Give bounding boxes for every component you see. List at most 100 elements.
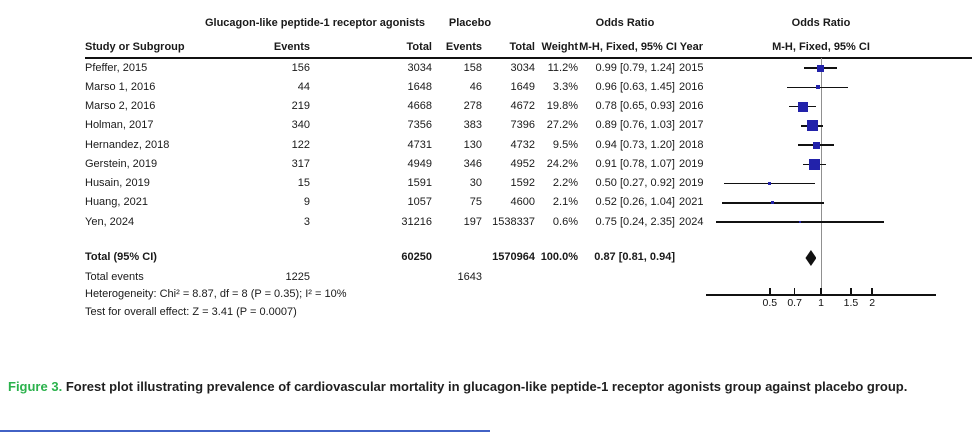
overall-effect-note: Test for overall effect: Z = 3.41 (P = 0… (85, 306, 297, 318)
table-cell-weight: 3.3% (552, 80, 578, 93)
table-cell-total_t: 1591 (407, 177, 432, 189)
table-cell-events_t: 3 (303, 215, 310, 228)
axis-tick-label: 0.5 (762, 297, 778, 309)
group-header-row: Glucagon-like peptide-1 receptor agonist… (0, 16, 974, 31)
plot-title: Odds Ratio (791, 17, 851, 29)
header-rule (85, 57, 972, 59)
table-cell-weight: 27.2% (546, 119, 578, 132)
odds-ratio-column-header: Odds Ratio (595, 17, 655, 29)
table-cell-weight: 2.2% (552, 177, 578, 189)
table-cell-or_label: 0.99 [0.79, 1.24] (595, 61, 675, 74)
table-cell-year: 2019 (679, 157, 704, 170)
table-cell-weight: 9.5% (552, 138, 578, 151)
table-cell-events_c: 130 (463, 138, 482, 151)
table-cell-weight: 0.6% (552, 215, 578, 228)
table-cell-events_c: 158 (463, 61, 482, 74)
table-cell-weight: 24.2% (546, 157, 578, 170)
axis-tick-label: 1 (818, 297, 824, 309)
table-cell-total_t: 7356 (407, 119, 432, 132)
table-cell-total_t: 4949 (407, 157, 432, 170)
column-header-row: Study or Subgroup Events Total Events To… (0, 40, 974, 55)
axis-tick (850, 288, 852, 294)
effect-square (816, 64, 824, 72)
figure-caption: Figure 3. Forest plot illustrating preva… (8, 370, 966, 403)
x-axis-line (706, 294, 936, 296)
or-ci-year-header: M-H, Fixed, 95% CI Year (579, 41, 703, 53)
table-cell-name: Huang, 2021 (85, 196, 148, 209)
bottom-rule (0, 430, 490, 432)
study-row: Yen, 2024 3 31216 197 1538337 0.6% 0.75 [0.24,… (0, 215, 974, 230)
study-column-header: Study or Subgroup (85, 41, 185, 53)
table-cell-events_c: 346 (463, 157, 482, 170)
table-cell-or_label: 0.50 [0.27, 0.92] (595, 177, 675, 189)
null-effect-line (820, 58, 822, 295)
table-cell-events_t: 219 (291, 100, 310, 112)
table-cell-name: Marso 1, 2016 (85, 80, 156, 93)
effect-square (808, 158, 820, 170)
plot-subtitle: M-H, Fixed, 95% CI (772, 41, 870, 53)
treatment-group-header: Glucagon-like peptide-1 receptor agonist… (204, 17, 426, 29)
table-cell-year: 2024 (679, 215, 704, 228)
table-cell-events_t: 317 (291, 157, 310, 170)
table-cell-events_c: 75 (469, 196, 482, 209)
table-cell-year: 2021 (679, 196, 704, 209)
table-cell-total_t: 3034 (407, 61, 432, 74)
table-cell-total_t: 4731 (407, 138, 432, 151)
table-cell-total_t: 1057 (407, 196, 432, 209)
axis-tick-label: 2 (869, 297, 876, 309)
table-cell-events_t: 340 (291, 119, 310, 132)
table-cell-or_label: 0.89 [0.76, 1.03] (595, 119, 675, 132)
table-cell-name: Husain, 2019 (85, 177, 150, 189)
table-cell-name: Marso 2, 2016 (85, 100, 156, 112)
study-row: Pfeffer, 2015 156 3034 158 3034 11.2% 0.99 [0.… (0, 61, 974, 76)
effect-square (771, 201, 775, 205)
table-cell-year: 2018 (679, 138, 704, 151)
table-cell-or_label: 0.78 [0.65, 0.93] (595, 100, 675, 112)
table-cell-total_c: 3034 (510, 61, 535, 74)
pooled-diamond (805, 250, 817, 266)
table-cell-events_c: 383 (463, 119, 482, 132)
table-cell-total_c: 7396 (510, 119, 535, 132)
study-row: Gerstein, 2019 317 4949 346 4952 24.2% 0.91 [0… (0, 157, 974, 172)
events-control-header: Events (445, 41, 482, 53)
table-cell-weight: 19.8% (546, 100, 578, 112)
effect-square (798, 221, 801, 223)
table-cell-events_t: 9 (303, 196, 310, 209)
table-cell-events_t: 156 (291, 61, 310, 74)
axis-tick (793, 288, 796, 294)
effect-square (797, 101, 808, 112)
effect-square (815, 85, 820, 90)
total-control-n: 1570964 (492, 251, 535, 263)
events-treatment-header: Events (273, 41, 310, 53)
figure-caption-text: Forest plot illustrating prevalence of c… (65, 379, 908, 394)
table-cell-or_label: 0.91 [0.78, 1.07] (595, 157, 675, 170)
effect-square (806, 120, 818, 132)
study-row: Husain, 2019 15 1591 30 1592 2.2% 0.50 [0.27, … (0, 176, 974, 191)
table-cell-events_t: 15 (297, 177, 310, 189)
total-treatment-header: Total (406, 41, 432, 53)
axis-tick-label: 1.5 (843, 297, 859, 309)
total-row: Total (95% CI) 60250 1570964 100.0% 0.87… (0, 250, 974, 265)
table-cell-year: 2019 (679, 177, 704, 189)
total-label: Total (95% CI) (85, 251, 157, 263)
table-cell-or_label: 0.94 [0.73, 1.20] (595, 138, 675, 151)
study-row: Marso 2, 2016 219 4668 278 4672 19.8% 0.78 [0.… (0, 99, 974, 114)
table-cell-or_label: 0.96 [0.63, 1.45] (595, 80, 675, 93)
table-cell-events_c: 278 (463, 100, 482, 112)
table-cell-events_t: 44 (297, 80, 310, 93)
table-cell-weight: 11.2% (547, 61, 578, 74)
table-cell-or_label: 0.52 [0.26, 1.04] (595, 196, 675, 209)
study-row: Huang, 2021 9 1057 75 4600 2.1% 0.52 [0.26, 1.… (0, 195, 974, 210)
table-cell-total_t: 31216 (401, 215, 432, 228)
study-row: Marso 1, 2016 44 1648 46 1649 3.3% 0.96 [0.63,… (0, 80, 974, 95)
axis-tick-label: 0.7 (787, 297, 802, 309)
effect-square (768, 182, 772, 185)
table-cell-total_t: 4668 (407, 100, 432, 112)
table-cell-events_t: 122 (291, 138, 310, 151)
table-cell-total_c: 4600 (510, 196, 535, 209)
total-events-treatment: 1225 (285, 271, 310, 283)
table-cell-total_t: 1648 (407, 80, 432, 93)
table-cell-name: Yen, 2024 (85, 215, 135, 228)
table-cell-total_c: 4732 (510, 138, 535, 151)
total-weight: 100.0% (540, 251, 578, 263)
